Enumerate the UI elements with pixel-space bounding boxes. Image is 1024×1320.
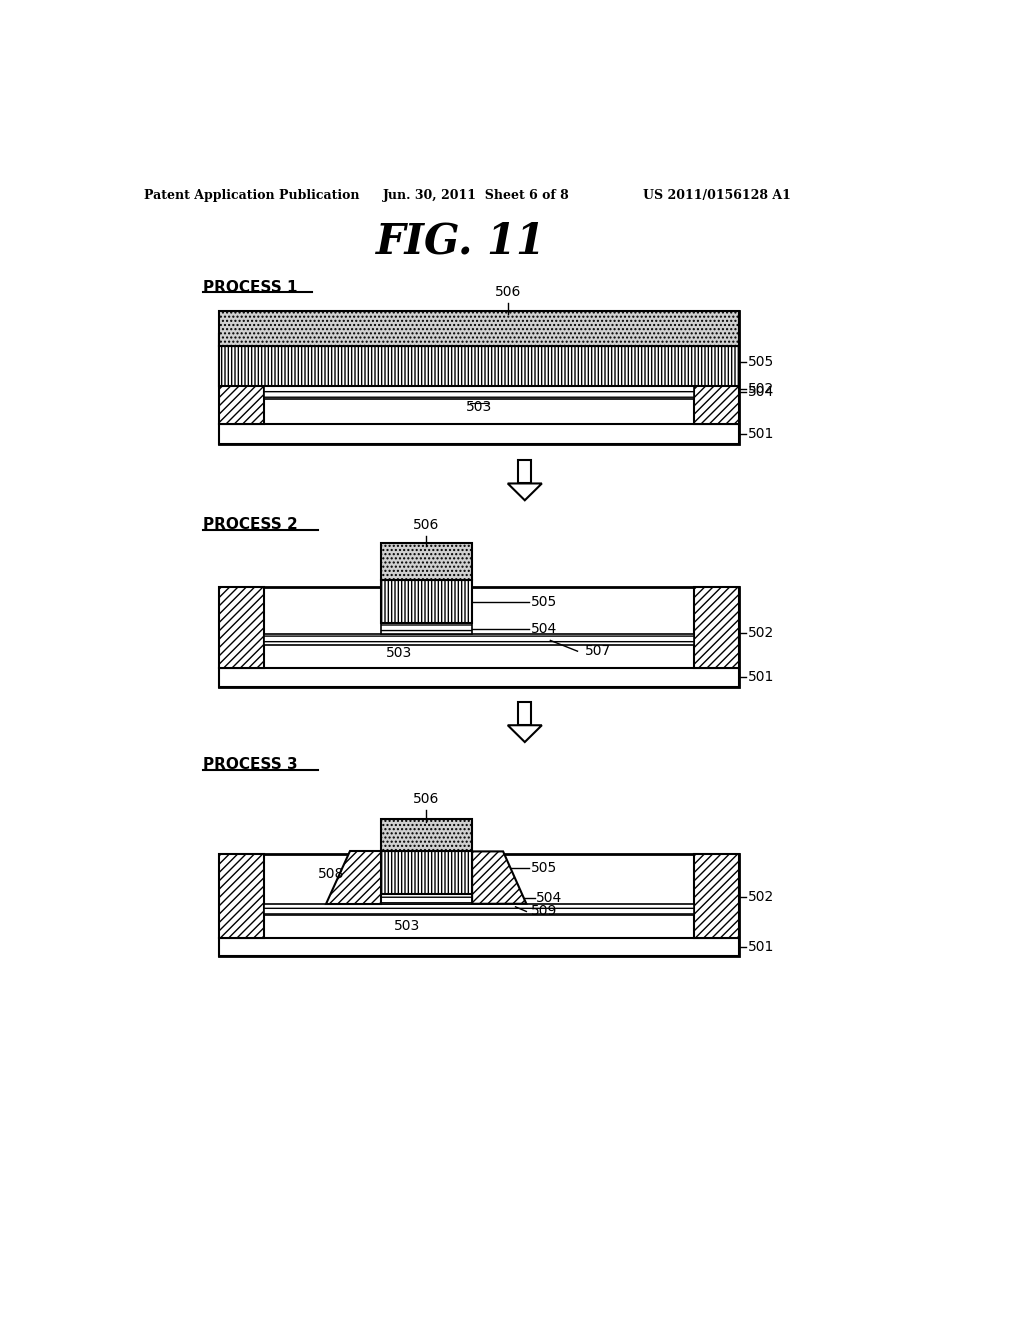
Text: 502: 502 — [748, 383, 774, 396]
Bar — [693, 334, 738, 424]
Bar — [219, 854, 264, 937]
Bar — [264, 387, 693, 399]
Bar — [219, 424, 738, 444]
Text: PROCESS 1: PROCESS 1 — [203, 280, 298, 296]
Text: 502: 502 — [748, 890, 774, 904]
Bar — [381, 544, 472, 581]
Text: 503: 503 — [386, 645, 413, 660]
Polygon shape — [508, 483, 542, 500]
Text: 504: 504 — [537, 891, 562, 906]
Text: 503: 503 — [394, 919, 420, 933]
Bar — [693, 854, 738, 937]
Bar — [693, 586, 738, 668]
Text: 508: 508 — [317, 867, 344, 882]
Text: PROCESS 3: PROCESS 3 — [203, 758, 298, 772]
Text: 501: 501 — [748, 940, 774, 954]
Polygon shape — [508, 725, 542, 742]
Bar — [518, 461, 531, 483]
Text: 502: 502 — [748, 626, 774, 640]
Bar — [219, 346, 738, 387]
Polygon shape — [472, 851, 526, 904]
Bar — [219, 937, 738, 956]
Bar — [264, 635, 693, 645]
Bar — [381, 581, 472, 623]
Bar — [219, 312, 738, 444]
Text: 504: 504 — [748, 385, 774, 400]
Text: 505: 505 — [531, 595, 557, 609]
Text: 506: 506 — [414, 792, 439, 807]
Text: 503: 503 — [466, 400, 493, 414]
Text: 505: 505 — [748, 355, 774, 368]
Polygon shape — [327, 851, 381, 904]
Text: 501: 501 — [748, 671, 774, 684]
Text: 509: 509 — [531, 904, 557, 919]
Bar — [518, 702, 531, 725]
Bar — [264, 904, 693, 915]
Text: 504: 504 — [531, 622, 557, 636]
Text: Jun. 30, 2011  Sheet 6 of 8: Jun. 30, 2011 Sheet 6 of 8 — [383, 189, 570, 202]
Bar — [219, 312, 738, 346]
Bar — [381, 851, 472, 894]
Text: 505: 505 — [531, 862, 557, 875]
Bar — [381, 623, 472, 635]
Bar — [356, 894, 496, 904]
Text: Patent Application Publication: Patent Application Publication — [144, 189, 359, 202]
Bar — [219, 334, 264, 424]
Text: 507: 507 — [586, 644, 611, 659]
Text: 506: 506 — [414, 517, 439, 532]
Bar — [219, 854, 738, 956]
Text: PROCESS 2: PROCESS 2 — [203, 517, 298, 532]
Text: US 2011/0156128 A1: US 2011/0156128 A1 — [643, 189, 791, 202]
Bar — [381, 818, 472, 851]
Bar — [219, 586, 738, 686]
Text: 506: 506 — [495, 285, 521, 300]
Text: FIG. 11: FIG. 11 — [376, 220, 546, 263]
Bar — [219, 586, 264, 668]
Bar — [219, 668, 738, 686]
Text: 501: 501 — [748, 428, 774, 441]
